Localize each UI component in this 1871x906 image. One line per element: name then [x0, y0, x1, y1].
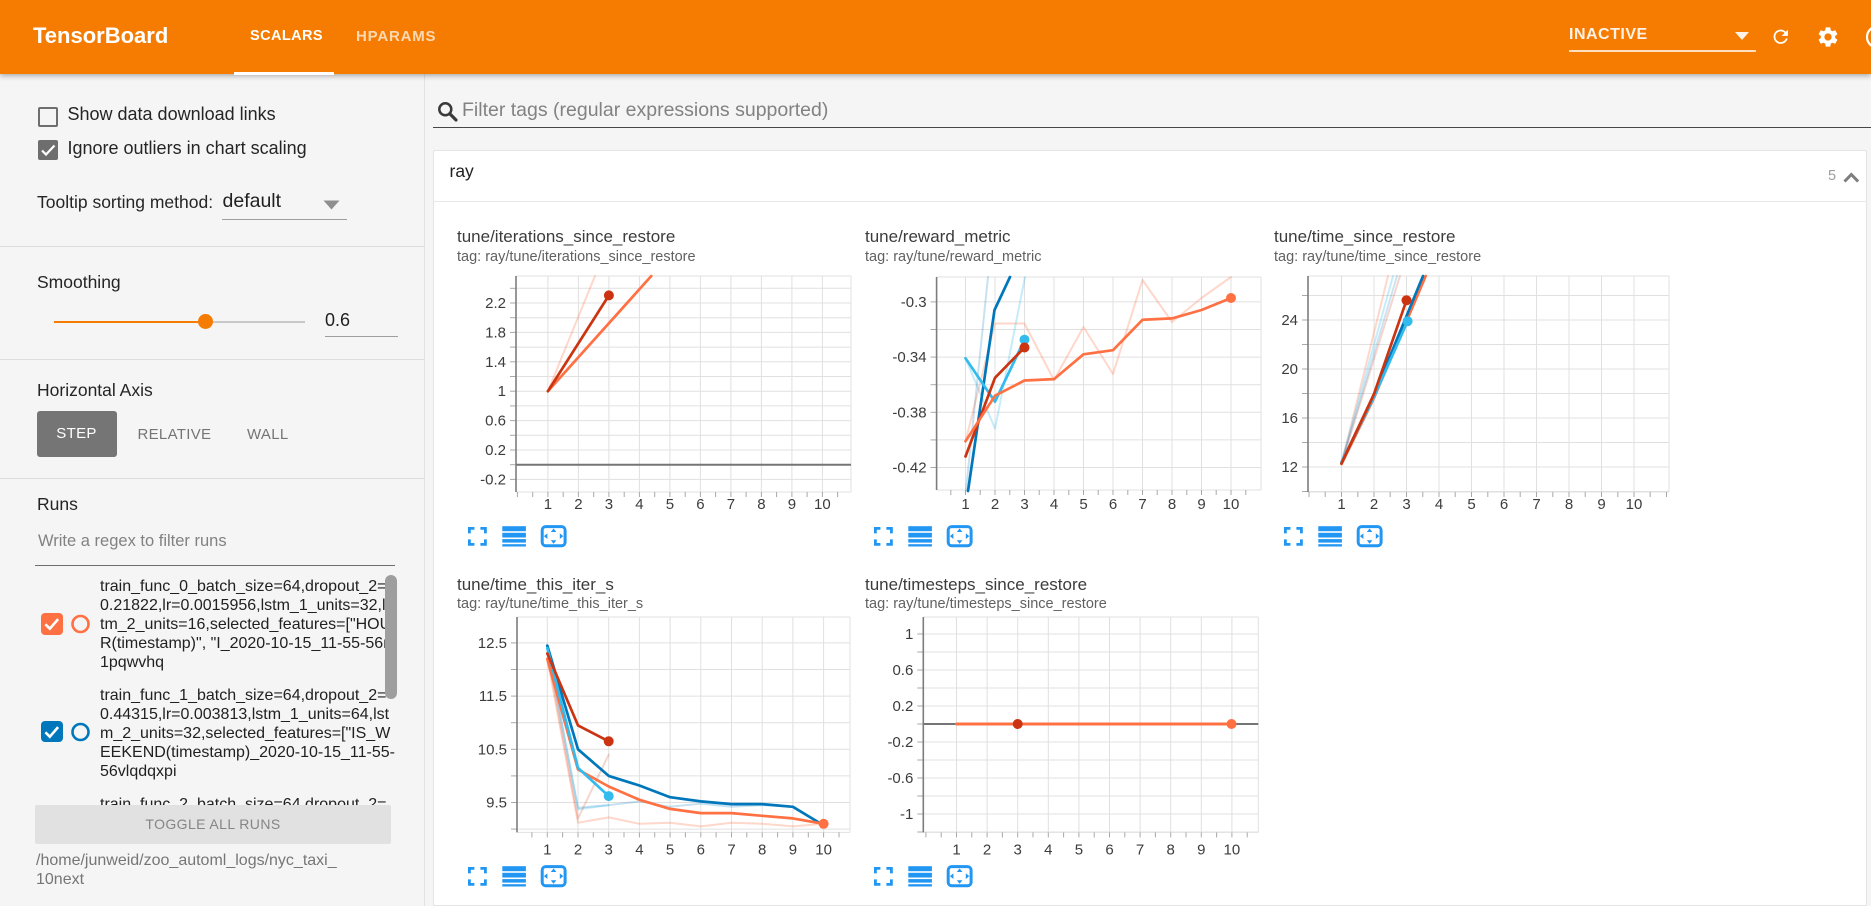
svg-text:6: 6	[697, 842, 705, 859]
svg-text:0.2: 0.2	[892, 698, 913, 715]
svg-text:2: 2	[574, 496, 582, 513]
svg-text:9: 9	[1197, 842, 1205, 859]
svg-text:4: 4	[635, 496, 643, 513]
svg-text:4: 4	[1044, 842, 1052, 859]
svg-text:4: 4	[1435, 496, 1443, 513]
svg-text:-0.34: -0.34	[892, 349, 926, 366]
svg-text:3: 3	[605, 842, 613, 859]
svg-text:8: 8	[758, 842, 766, 859]
svg-text:11.5: 11.5	[479, 688, 507, 705]
svg-text:1: 1	[961, 496, 969, 513]
svg-text:10: 10	[814, 496, 831, 513]
svg-text:6: 6	[696, 496, 704, 513]
svg-text:8: 8	[1565, 496, 1573, 513]
svg-text:1: 1	[498, 383, 506, 400]
svg-text:10.5: 10.5	[478, 741, 507, 758]
svg-text:7: 7	[1138, 496, 1146, 513]
svg-text:8: 8	[1167, 842, 1175, 859]
svg-text:2: 2	[574, 842, 582, 859]
svg-text:8: 8	[1168, 496, 1176, 513]
svg-text:3: 3	[1020, 496, 1028, 513]
svg-text:5: 5	[1079, 496, 1087, 513]
svg-text:1: 1	[905, 626, 913, 643]
svg-text:16: 16	[1281, 410, 1298, 427]
svg-text:9: 9	[789, 842, 797, 859]
svg-text:6: 6	[1105, 842, 1113, 859]
svg-text:10: 10	[1224, 842, 1241, 859]
svg-text:3: 3	[605, 496, 613, 513]
svg-text:-1: -1	[900, 806, 913, 823]
svg-text:7: 7	[727, 842, 735, 859]
svg-text:2: 2	[991, 496, 999, 513]
svg-text:7: 7	[727, 496, 735, 513]
svg-text:1: 1	[952, 842, 960, 859]
svg-text:9.5: 9.5	[486, 795, 507, 812]
svg-text:4: 4	[635, 842, 643, 859]
svg-text:7: 7	[1136, 842, 1144, 859]
svg-text:1: 1	[544, 496, 552, 513]
svg-text:2.2: 2.2	[485, 295, 506, 312]
svg-text:6: 6	[1500, 496, 1508, 513]
svg-text:5: 5	[666, 496, 674, 513]
svg-text:10: 10	[815, 842, 832, 859]
svg-text:12: 12	[1281, 459, 1298, 476]
svg-text:2: 2	[1370, 496, 1378, 513]
svg-text:9: 9	[1597, 496, 1605, 513]
svg-text:-0.6: -0.6	[887, 770, 913, 787]
svg-text:4: 4	[1050, 496, 1058, 513]
svg-text:20: 20	[1281, 361, 1298, 378]
svg-text:10: 10	[1223, 496, 1240, 513]
svg-text:0.6: 0.6	[485, 413, 506, 430]
svg-text:3: 3	[1014, 842, 1022, 859]
svg-text:1: 1	[1337, 496, 1345, 513]
svg-text:8: 8	[757, 496, 765, 513]
svg-text:9: 9	[788, 496, 796, 513]
svg-text:3: 3	[1402, 496, 1410, 513]
svg-text:7: 7	[1532, 496, 1540, 513]
svg-text:1: 1	[543, 842, 551, 859]
svg-text:6: 6	[1109, 496, 1117, 513]
svg-text:2: 2	[983, 842, 991, 859]
svg-text:5: 5	[1075, 842, 1083, 859]
svg-text:-0.42: -0.42	[892, 460, 926, 477]
svg-text:1.4: 1.4	[485, 354, 506, 371]
svg-text:5: 5	[666, 842, 674, 859]
svg-text:24: 24	[1281, 312, 1298, 329]
svg-text:0.6: 0.6	[892, 662, 913, 679]
svg-text:12.5: 12.5	[478, 635, 507, 652]
svg-text:-0.38: -0.38	[892, 404, 926, 421]
svg-text:5: 5	[1467, 496, 1475, 513]
svg-text:9: 9	[1197, 496, 1205, 513]
svg-text:-0.3: -0.3	[901, 294, 927, 311]
svg-text:-0.2: -0.2	[480, 471, 506, 488]
svg-text:1.8: 1.8	[485, 324, 506, 341]
svg-text:0.2: 0.2	[485, 442, 506, 459]
svg-text:-0.2: -0.2	[887, 734, 913, 751]
svg-text:10: 10	[1626, 496, 1643, 513]
